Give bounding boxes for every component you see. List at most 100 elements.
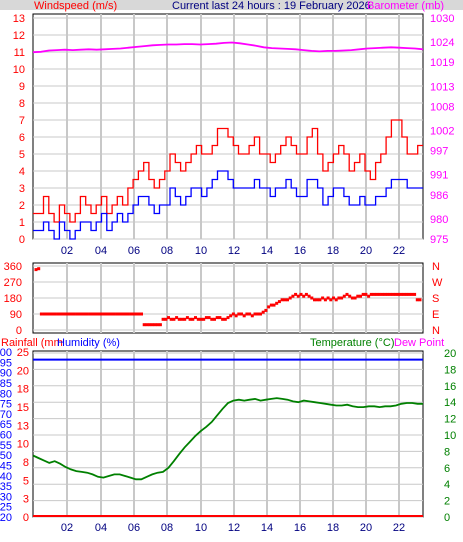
temperature-ytick-label: 0 — [444, 512, 450, 524]
wind-ytick-label: 10 — [13, 64, 25, 76]
direction-point — [410, 292, 414, 296]
wind-xtick-label: 02 — [61, 245, 73, 257]
direction-point — [388, 292, 392, 296]
temp-xtick-label: 18 — [327, 522, 339, 534]
humidity-ytick-label: 70 — [0, 409, 12, 421]
direction-point — [156, 323, 160, 327]
direction-point — [250, 314, 254, 318]
direction-point — [407, 292, 411, 296]
temperature-panel: 2018161412108642010095908580757065605550… — [0, 347, 456, 534]
direction-point — [226, 316, 230, 320]
barometer-axis-label: Barometer (mb) — [367, 0, 444, 12]
direction-point — [242, 314, 246, 318]
temperature-series-line — [32, 397, 423, 481]
temperature-ytick-label: 14 — [444, 397, 456, 409]
wind-ytick-label: 5 — [19, 149, 25, 161]
temp-xtick-label: 14 — [261, 522, 273, 534]
temperature-ytick-label: 6 — [444, 463, 450, 475]
direction-point — [169, 317, 173, 321]
barometer-ytick-label: 1030 — [430, 13, 454, 25]
direction-point — [304, 292, 308, 296]
direction-point — [231, 312, 235, 316]
wind-direction-panel: 360 N 270 W 180 S 90 E 0 N — [4, 261, 443, 337]
direction-point — [334, 298, 338, 302]
direction-point — [350, 296, 354, 300]
dewpoint-axis-label: Dew Point — [394, 337, 444, 349]
direction-point — [99, 312, 103, 316]
temp-xtick-label: 04 — [95, 522, 107, 534]
wind-ytick-label: 2 — [19, 200, 25, 212]
direction-point — [112, 312, 116, 316]
temperature-ytick-label: 4 — [444, 479, 450, 491]
temp-xtick-label: 12 — [228, 522, 240, 534]
direction-compass-label: N — [432, 261, 440, 273]
gust-series-line — [33, 119, 423, 223]
wind-ytick-label: 11 — [14, 47, 25, 59]
direction-point — [326, 296, 330, 300]
direction-point — [299, 292, 303, 296]
direction-point — [415, 298, 419, 302]
direction-point — [269, 303, 273, 307]
wind-ytick-label: 9 — [19, 81, 25, 93]
temp-xtick-label: 22 — [393, 522, 405, 534]
barometer-ytick-label: 1013 — [430, 81, 454, 93]
rainfall-ytick-label: 13 — [17, 420, 29, 432]
barometer-ytick-label: 1002 — [430, 126, 454, 138]
wind-ytick-label: 12 — [13, 30, 25, 42]
direction-point — [164, 317, 168, 321]
direction-point — [291, 294, 295, 298]
direction-point — [215, 316, 219, 320]
direction-point — [150, 323, 154, 327]
direction-point — [321, 296, 325, 300]
direction-point — [158, 323, 162, 327]
direction-point — [221, 317, 225, 321]
direction-point — [345, 292, 349, 296]
humidity-ytick-label: 85 — [0, 378, 12, 390]
humidity-ytick-label: 80 — [0, 388, 12, 400]
chart-title: Current last 24 hours : 19 February 2026 — [172, 0, 371, 12]
direction-point — [248, 312, 252, 316]
direction-ytick-label: 180 — [4, 293, 22, 305]
wind-xtick-label: 10 — [195, 245, 207, 257]
direction-point — [277, 300, 281, 304]
direction-point — [210, 317, 214, 321]
barometer-ytick-label: 1008 — [430, 101, 454, 113]
direction-point — [377, 292, 381, 296]
humidity-ytick-label: 95 — [0, 357, 12, 369]
direction-point — [348, 294, 352, 298]
rainfall-ytick-label: 15 — [17, 402, 29, 414]
direction-point — [91, 312, 95, 316]
direction-point — [131, 312, 135, 316]
barometer-ytick-label: 991 — [430, 170, 448, 182]
direction-point — [72, 312, 76, 316]
direction-compass-label: N — [432, 325, 440, 337]
barometer-ytick-label: 1019 — [430, 57, 454, 69]
direction-point — [110, 312, 114, 316]
direction-point — [88, 312, 92, 316]
direction-point — [75, 312, 79, 316]
wind-ytick-label: 4 — [19, 166, 25, 178]
direction-point — [39, 312, 43, 316]
wind-xtick-label: 06 — [128, 245, 140, 257]
direction-point — [118, 312, 122, 316]
direction-point — [161, 317, 165, 321]
direction-point — [223, 317, 227, 321]
direction-point — [129, 312, 133, 316]
humidity-ytick-label: 60 — [0, 430, 12, 442]
rainfall-ytick-label: 25 — [17, 347, 29, 359]
direction-compass-label: S — [432, 293, 439, 305]
rainfall-ytick-label: 0 — [23, 512, 29, 524]
direction-point — [353, 296, 357, 300]
direction-point — [153, 323, 157, 327]
direction-point — [294, 292, 298, 296]
direction-point — [342, 294, 346, 298]
direction-point — [207, 316, 211, 320]
direction-point — [96, 312, 100, 316]
direction-ytick-label: 90 — [10, 309, 22, 321]
direction-point — [148, 323, 152, 327]
direction-point — [123, 312, 127, 316]
direction-point — [137, 312, 141, 316]
direction-point — [369, 292, 373, 296]
direction-point — [280, 298, 284, 302]
wind-ytick-label: 13 — [13, 13, 25, 25]
